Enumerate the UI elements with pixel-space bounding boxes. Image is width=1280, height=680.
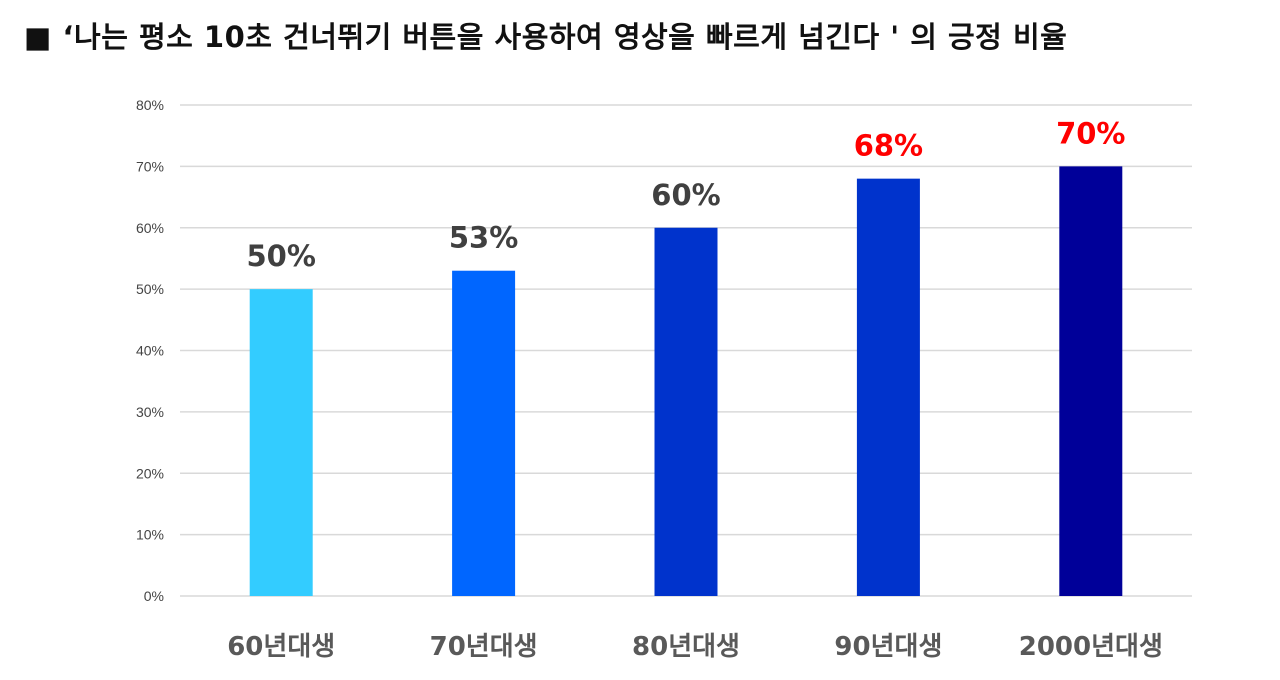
y-tick-label: 30%: [136, 404, 164, 420]
bar: [1059, 166, 1123, 596]
x-tick-label: 60년대생: [227, 632, 335, 662]
x-tick-label: 80년대생: [632, 632, 740, 662]
y-tick-label: 40%: [136, 343, 164, 359]
bar: [856, 178, 920, 596]
data-label: 53%: [449, 221, 518, 255]
chart-title: ■ ‘나는 평소 10초 건너뛰기 버튼을 사용하여 영상을 빠르게 넘긴다 '…: [24, 20, 1068, 54]
data-label: 50%: [246, 239, 315, 273]
y-tick-label: 70%: [136, 158, 164, 174]
x-tick-label: 2000년대생: [1019, 632, 1163, 662]
bar: [654, 227, 718, 596]
y-tick-label: 60%: [136, 220, 164, 236]
y-tick-label: 0%: [144, 588, 164, 604]
y-tick-label: 50%: [136, 281, 164, 297]
x-tick-label: 90년대생: [834, 632, 942, 662]
y-tick-label: 20%: [136, 465, 164, 481]
bar: [249, 289, 313, 596]
x-tick-label: 70년대생: [430, 632, 538, 662]
data-label: 70%: [1056, 116, 1125, 150]
y-tick-label: 80%: [136, 97, 164, 113]
bar: [452, 270, 516, 596]
y-tick-label: 10%: [136, 527, 164, 543]
data-label: 60%: [651, 178, 720, 212]
data-label: 68%: [854, 129, 923, 163]
